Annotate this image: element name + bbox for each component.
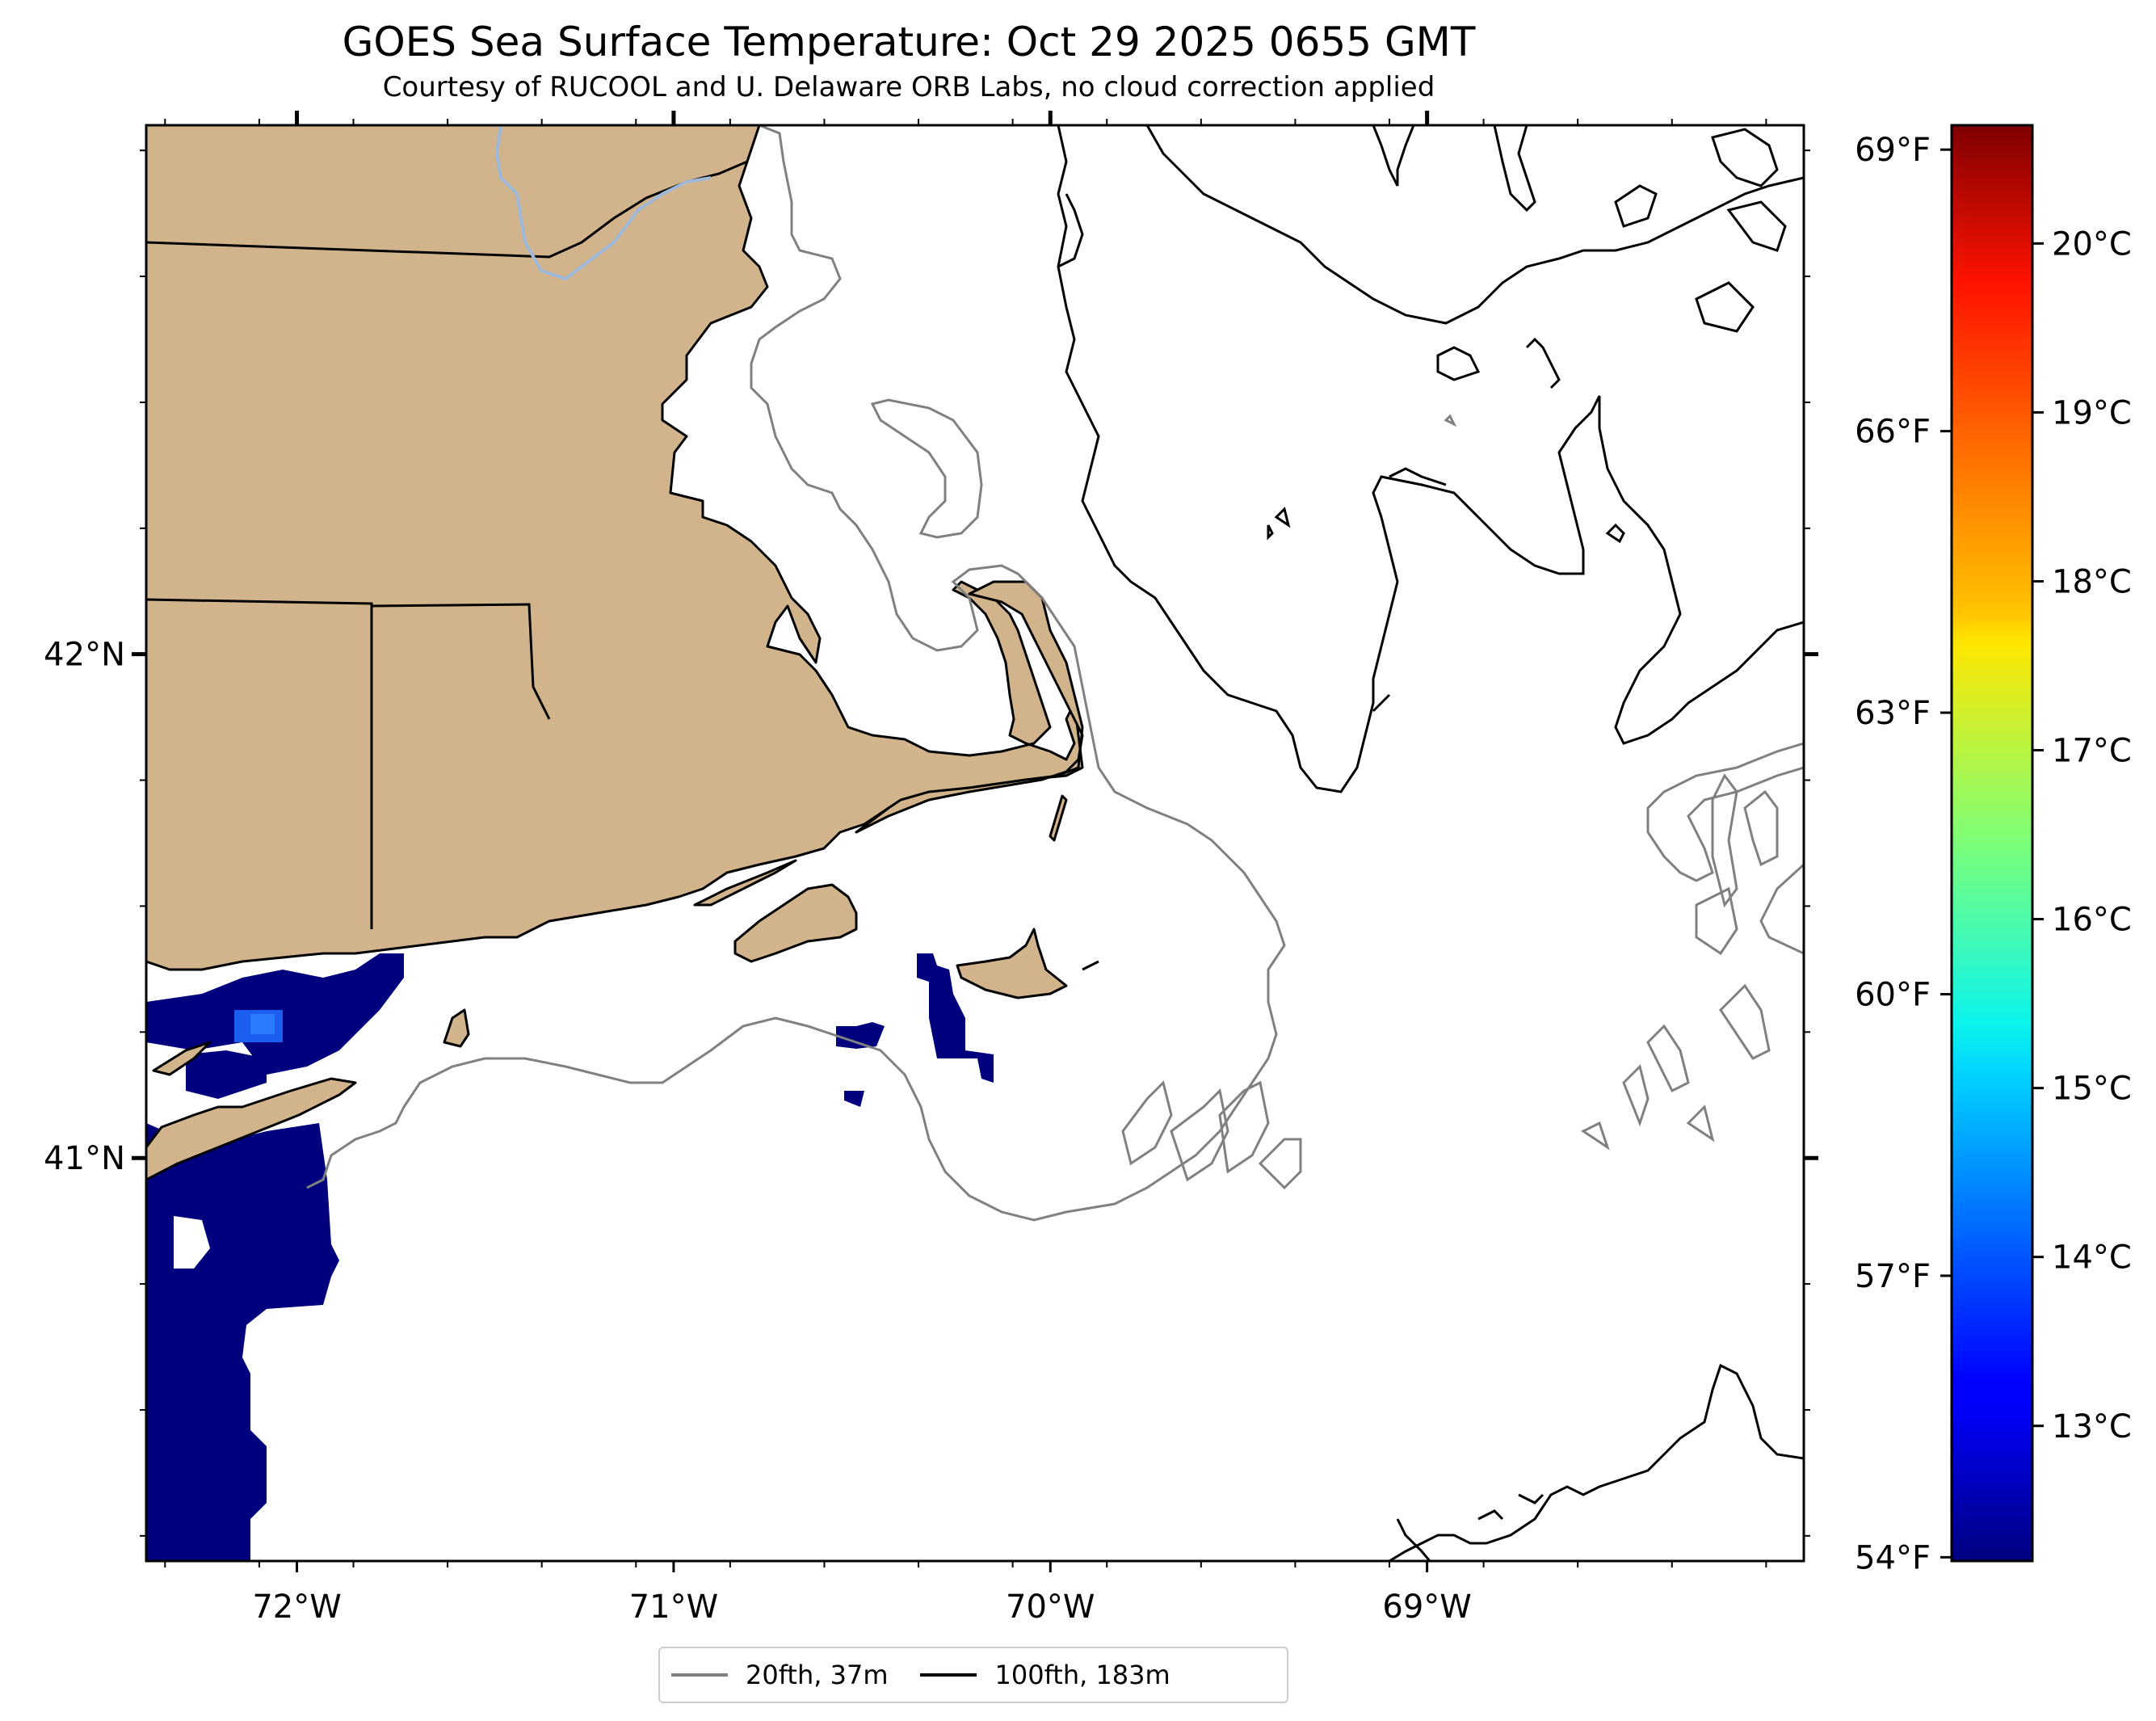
monomoy <box>1049 794 1068 842</box>
isobath-20fth <box>306 125 1804 1222</box>
celsius-tick-label: 17°C <box>2052 733 2132 770</box>
celsius-tick-label: 20°C <box>2052 225 2132 263</box>
nantucket <box>956 928 1068 999</box>
martha-s-vineyard <box>733 883 858 963</box>
elizabeth-islands <box>693 859 797 907</box>
lon-tick-label: 72°W <box>252 1588 341 1626</box>
celsius-tick-label: 19°C <box>2052 394 2132 431</box>
fishers-island <box>152 1041 212 1076</box>
legend-line-gray <box>671 1673 728 1677</box>
colorbar-fahrenheit-ticks: 69°F 66°F 63°F 60°F 57°F 54°F <box>1855 132 1952 1576</box>
legend-label: 100fth, 183m <box>994 1660 1170 1690</box>
map-subtitle: Courtesy of RUCOOL and U. Delaware ORB L… <box>382 71 1435 103</box>
fahrenheit-tick-label: 57°F <box>1855 1258 1931 1295</box>
fahrenheit-tick-label: 60°F <box>1855 976 1931 1013</box>
legend-entry-20fth: 20fth, 37m <box>671 1660 888 1690</box>
colorbar-celsius-ticks: 20°C 19°C 18°C 17°C 16°C 15°C 14°C 13°C <box>2032 225 2132 1445</box>
celsius-tick-label: 14°C <box>2052 1239 2132 1277</box>
map-frame <box>145 124 1805 1563</box>
celsius-tick-label: 16°C <box>2052 902 2132 939</box>
fahrenheit-tick-label: 69°F <box>1855 132 1931 169</box>
river <box>494 125 712 281</box>
lon-tick-label: 70°W <box>1006 1588 1095 1626</box>
celsius-tick-label: 18°C <box>2052 563 2132 600</box>
cape-cod-fill <box>855 580 1084 834</box>
lon-tick-label: 71°W <box>629 1588 718 1626</box>
lat-tick-label: 42°N <box>44 637 125 674</box>
lat-tick-label: 41°N <box>44 1140 125 1177</box>
isobath-100fth <box>1057 125 1804 1561</box>
legend: 20fth, 37m 100fth, 183m <box>658 1647 1288 1703</box>
lon-tick-label: 69°W <box>1382 1588 1471 1626</box>
fahrenheit-tick-label: 54°F <box>1855 1539 1931 1576</box>
fahrenheit-tick-label: 63°F <box>1855 695 1931 732</box>
legend-label: 20fth, 37m <box>746 1660 889 1690</box>
legend-entry-100fth: 100fth, 183m <box>920 1660 1170 1690</box>
longitude-axis: 72°W 71°W 70°W 69°W <box>164 111 1767 1626</box>
state-boundaries <box>146 160 748 929</box>
latitude-axis: 42°N 41°N <box>44 149 1818 1537</box>
map-area <box>146 125 1804 1561</box>
sst-data <box>146 953 994 1561</box>
sst-warm-patch <box>234 1010 283 1042</box>
celsius-tick-label: 13°C <box>2052 1408 2132 1445</box>
celsius-tick-label: 15°C <box>2052 1071 2132 1108</box>
legend-line-black <box>920 1673 977 1677</box>
block-island <box>443 1008 470 1048</box>
colorbar-scale <box>1950 124 2034 1563</box>
colorbar: 20°C 19°C 18°C 17°C 16°C 15°C 14°C 13°C 69°F 66°… <box>1855 124 2132 1576</box>
land <box>146 125 1084 1181</box>
map-title: GOES Sea Surface Temperature: Oct 29 202… <box>342 19 1476 65</box>
long-island <box>146 1077 357 1181</box>
fahrenheit-tick-label: 66°F <box>1855 414 1931 451</box>
